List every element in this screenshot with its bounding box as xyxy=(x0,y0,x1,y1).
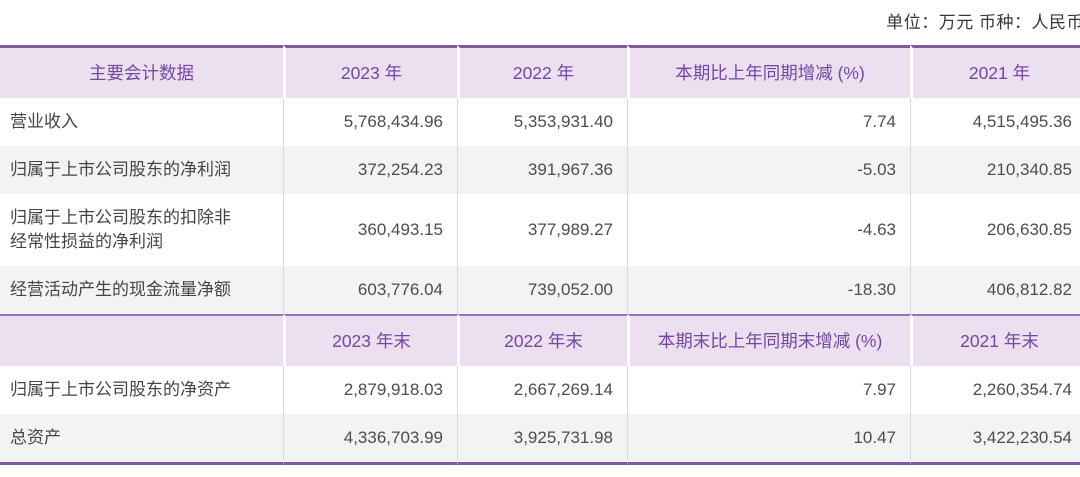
table-row-net-assets: 归属于上市公司股东的净资产 2,879,918.03 2,667,269.14 … xyxy=(0,366,1080,414)
column-header-blank xyxy=(0,314,283,366)
table-row-operating-revenue: 营业收入 5,768,434.96 5,353,931.40 7.74 4,51… xyxy=(0,98,1080,146)
row-label-cell: 归属于上市公司股东的净利润 xyxy=(0,146,283,194)
value-cell-2021: 2,260,354.74 xyxy=(910,366,1080,414)
table-header-row-period-end: 2023 年末 2022 年末 本期末比上年同期末增减 (%) 2021 年末 xyxy=(0,314,1080,366)
value-cell-2023: 360,493.15 xyxy=(283,194,457,266)
value-cell-change: -18.30 xyxy=(627,266,910,314)
column-header-end-yoy-change: 本期末比上年同期末增减 (%) xyxy=(627,314,910,366)
row-label-cell: 归属于上市公司股东的净资产 xyxy=(0,366,283,414)
value-cell-2021: 4,515,495.36 xyxy=(910,98,1080,146)
value-cell-2022: 2,667,269.14 xyxy=(457,366,627,414)
table-row-operating-cash-flow: 经营活动产生的现金流量净额 603,776.04 739,052.00 -18.… xyxy=(0,266,1080,314)
table-row-net-profit-excl-nonrecurring: 归属于上市公司股东的扣除非经常性损益的净利润 360,493.15 377,98… xyxy=(0,194,1080,266)
value-cell-2022: 377,989.27 xyxy=(457,194,627,266)
value-cell-2022: 739,052.00 xyxy=(457,266,627,314)
value-cell-change: 10.47 xyxy=(627,414,910,465)
value-cell-2022: 5,353,931.40 xyxy=(457,98,627,146)
value-cell-change: -4.63 xyxy=(627,194,910,266)
row-label-cell: 总资产 xyxy=(0,414,283,465)
value-cell-2021: 3,422,230.54 xyxy=(910,414,1080,465)
value-cell-2021: 210,340.85 xyxy=(910,146,1080,194)
value-cell-change: 7.74 xyxy=(627,98,910,146)
value-cell-2023: 372,254.23 xyxy=(283,146,457,194)
value-cell-2021: 206,630.85 xyxy=(910,194,1080,266)
value-cell-change: -5.03 xyxy=(627,146,910,194)
table-header-row-period: 主要会计数据 2023 年 2022 年 本期比上年同期增减 (%) 2021 … xyxy=(0,45,1080,98)
column-header-yoy-change: 本期比上年同期增减 (%) xyxy=(627,45,910,98)
table-row-total-assets: 总资产 4,336,703.99 3,925,731.98 10.47 3,42… xyxy=(0,414,1080,465)
value-cell-2022: 3,925,731.98 xyxy=(457,414,627,465)
financial-summary-table: 主要会计数据 2023 年 2022 年 本期比上年同期增减 (%) 2021 … xyxy=(0,45,1080,465)
value-cell-2023: 2,879,918.03 xyxy=(283,366,457,414)
table-row-net-profit: 归属于上市公司股东的净利润 372,254.23 391,967.36 -5.0… xyxy=(0,146,1080,194)
column-header-2023-end: 2023 年末 xyxy=(283,314,457,366)
value-cell-2023: 5,768,434.96 xyxy=(283,98,457,146)
column-header-2021-end: 2021 年末 xyxy=(910,314,1080,366)
column-header-2022-end: 2022 年末 xyxy=(457,314,627,366)
row-label-cell: 经营活动产生的现金流量净额 xyxy=(0,266,283,314)
row-label-cell: 营业收入 xyxy=(0,98,283,146)
column-header-2023: 2023 年 xyxy=(283,45,457,98)
column-header-2022: 2022 年 xyxy=(457,45,627,98)
value-cell-change: 7.97 xyxy=(627,366,910,414)
value-cell-2022: 391,967.36 xyxy=(457,146,627,194)
value-cell-2023: 4,336,703.99 xyxy=(283,414,457,465)
column-header-main-accounting-data: 主要会计数据 xyxy=(0,45,283,98)
column-header-2021: 2021 年 xyxy=(910,45,1080,98)
row-label-cell: 归属于上市公司股东的扣除非经常性损益的净利润 xyxy=(0,194,283,266)
value-cell-2021: 406,812.82 xyxy=(910,266,1080,314)
value-cell-2023: 603,776.04 xyxy=(283,266,457,314)
unit-currency-label: 单位：万元 币种：人民币 xyxy=(886,13,1080,32)
